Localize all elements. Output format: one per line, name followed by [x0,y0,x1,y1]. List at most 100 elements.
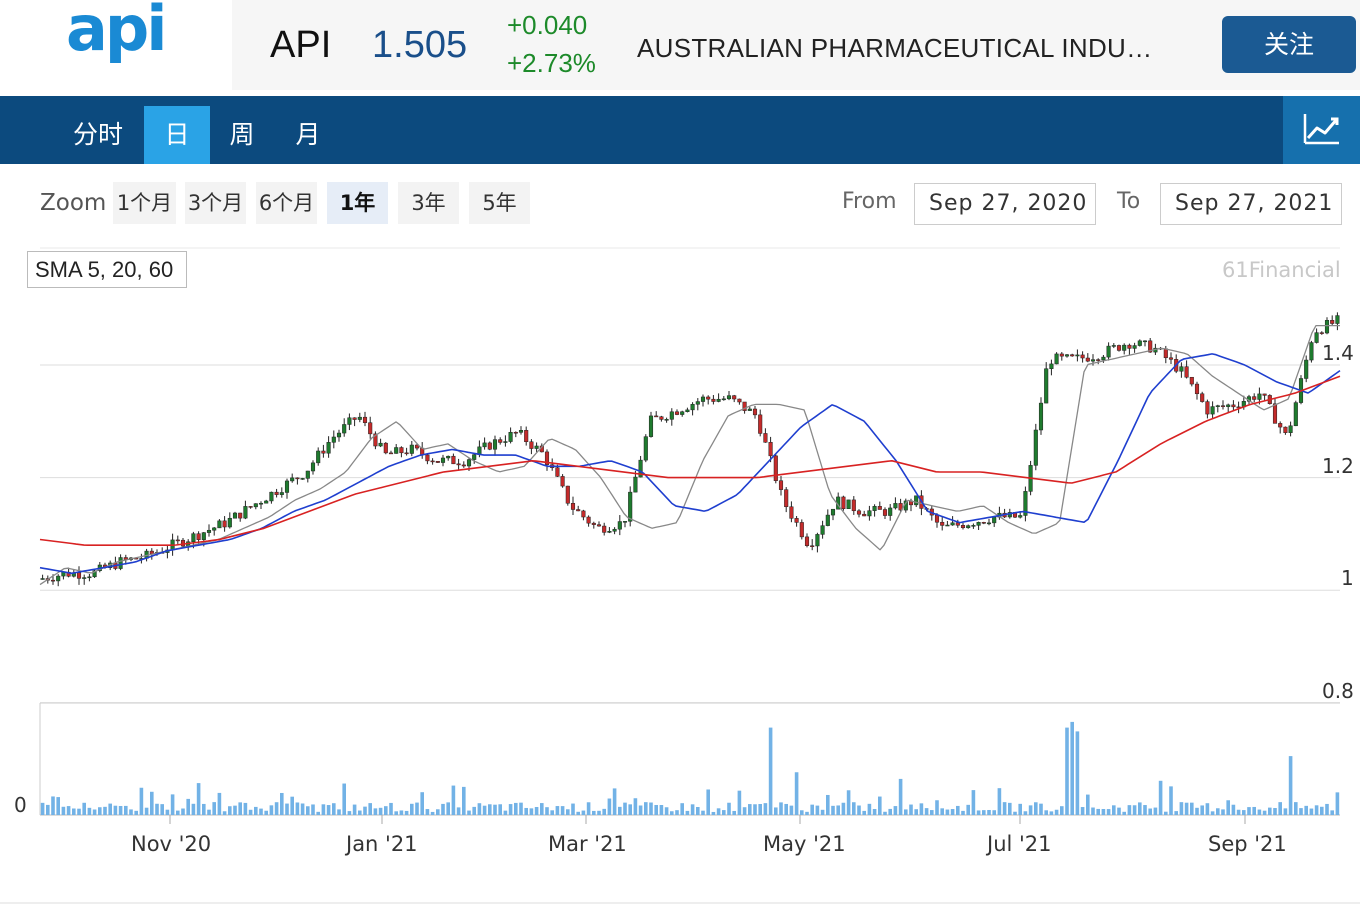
chart-type-button[interactable] [1283,96,1360,164]
candle-body [503,441,508,443]
volume-bar [612,788,617,815]
candle-body [628,491,633,522]
candle-body [893,503,898,509]
volume-bar [560,806,565,815]
candle-body [295,477,300,480]
volume-bar [898,778,903,815]
candle-body [284,480,290,493]
candle-body [40,578,45,580]
candle-body [981,522,986,524]
volume-bar [61,806,66,815]
candle-body [732,395,737,400]
volume-bar [966,804,970,815]
volume-bar [1325,803,1329,815]
candle-body [789,506,794,519]
candle-body [217,520,222,529]
from-date-input[interactable]: Sep 27, 2020 [914,183,1096,225]
volume-bar [467,810,471,815]
candle-body [482,442,487,448]
candle-body [971,525,976,527]
candle-body [253,503,258,508]
candle-body [1272,403,1278,424]
volume-bar [976,810,981,815]
quote-summary [232,0,1360,90]
candle-body [1090,359,1096,362]
x-tick-label: May '21 [763,832,846,856]
last-price: 1.505 [372,24,468,66]
volume-bar [1330,810,1334,815]
volume-bar [1226,800,1230,815]
volume-bar [794,772,799,815]
candle-body [466,459,472,467]
candle-body [1122,344,1127,351]
candle-body [966,525,971,529]
volume-bar [644,802,648,815]
candle-body [1096,359,1101,361]
candle-body [711,398,716,402]
volume-bar [654,804,658,815]
volume-bar [441,803,445,815]
volume-bar [1268,807,1272,815]
zoom-3y-button[interactable]: 3年 [398,182,459,224]
volume-bar [87,807,92,815]
candle-body [440,457,446,463]
volume-bar [165,809,170,815]
candle-body [368,422,373,435]
volume-bar [1117,807,1121,815]
zoom-1m-button[interactable]: 1个月 [113,182,176,224]
candle-body [435,460,440,463]
volume-bar [566,809,570,815]
candle-body [570,503,576,510]
volume-bar [212,802,216,815]
volume-bar [207,809,211,815]
api-logo: api [66,0,167,65]
volume-bar [997,788,1002,815]
volume-bar [316,811,320,815]
candle-body [1314,332,1319,343]
candle-body [940,521,945,526]
tab-weekly[interactable]: 周 [229,120,255,149]
volume-bar [867,803,872,815]
volume-bar [670,811,674,815]
to-date-input[interactable]: Sep 27, 2021 [1160,183,1342,225]
candle-body [607,531,612,533]
volume-bar [1091,807,1095,815]
zoom-5y-button[interactable]: 5年 [469,182,530,224]
candle-body [1142,340,1148,343]
candle-body [222,520,227,528]
candle-body [238,512,243,519]
candle-body [867,510,872,517]
tab-daily[interactable]: 日 [144,106,210,164]
tab-intraday[interactable]: 分时 [72,120,123,149]
volume-bar [306,806,310,815]
volume-bar [1002,802,1007,815]
volume-bar [1054,809,1059,815]
candle-body [830,508,836,516]
volume-bar [254,806,258,815]
volume-bar [238,802,242,815]
volume-bar [1153,807,1158,815]
candle-body [300,478,305,480]
candle-body [1064,354,1070,357]
volume-bar [1200,805,1204,815]
follow-button[interactable]: 关注 [1222,16,1356,73]
candle-body [357,416,362,420]
zoom-3m-button[interactable]: 3个月 [185,182,246,224]
candle-body [258,502,264,505]
volume-bar [228,806,232,815]
zoom-1y-button[interactable]: 1年 [327,182,388,224]
volume-bar [1320,806,1324,815]
volume-bar [363,806,367,815]
candle-body [1231,404,1236,408]
zoom-6m-button[interactable]: 6个月 [256,182,317,224]
candle-body [347,417,352,425]
sma5-line [39,324,1340,586]
volume-bar [129,809,133,815]
tab-monthly[interactable]: 月 [295,120,321,149]
volume-bar [1018,803,1022,815]
volume-bar [1335,792,1340,815]
candle-body [560,476,565,487]
candle-body [659,416,664,420]
volume-bar [987,809,991,815]
